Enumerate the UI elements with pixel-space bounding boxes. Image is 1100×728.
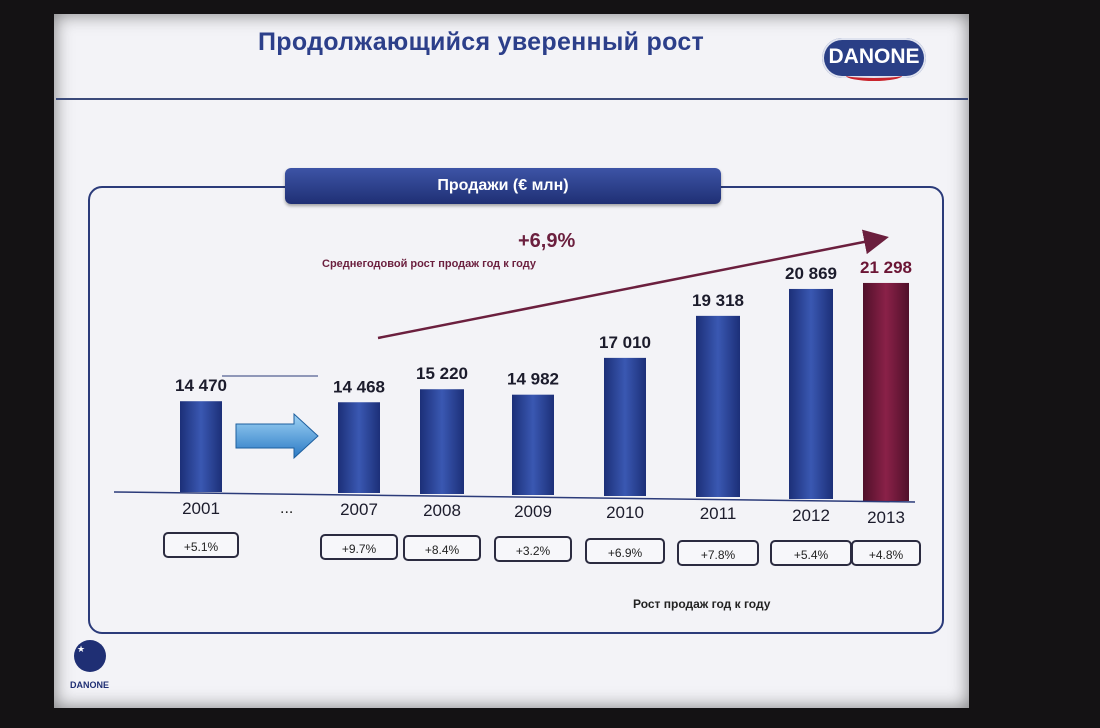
value-label-2001: 14 470: [175, 376, 227, 395]
corner-logo-text: DANONE: [70, 680, 110, 690]
x-axis-baseline: [113, 491, 916, 503]
trend-arrow: [377, 229, 889, 340]
danone-emblem-icon: ★: [74, 640, 106, 672]
x-tick-2009: 2009: [514, 502, 552, 521]
growth-badge-2001: +5.1%: [163, 532, 239, 558]
growth-badge-2012: +5.4%: [770, 540, 852, 566]
growth-badge-2007: +9.7%: [320, 534, 398, 560]
growth-badge-2013: +4.8%: [851, 540, 921, 566]
right-arrow-icon: [235, 412, 319, 460]
value-label-2013: 21 298: [860, 258, 912, 277]
bar-2007: [338, 402, 380, 493]
x-tick-2013: 2013: [867, 508, 905, 527]
bar-2001: [180, 401, 222, 492]
bar-2009: [512, 394, 554, 495]
chart-title: Продажи (€ млн): [285, 168, 721, 204]
bar-2013: [863, 282, 909, 501]
value-label-2012: 20 869: [785, 264, 837, 283]
growth-badge-2010: +6.9%: [585, 538, 665, 564]
growth-badge-2011: +7.8%: [677, 540, 759, 566]
title-divider: [56, 98, 968, 100]
x-tick-2010: 2010: [606, 503, 644, 522]
value-label-2007: 14 468: [333, 377, 385, 396]
value-label-2009: 14 982: [507, 370, 559, 389]
average-growth-caption: Среднегодовой рост продаж год к году: [322, 258, 536, 270]
logo-swoosh-icon: [846, 70, 902, 81]
growth-badge-2008: +8.4%: [403, 535, 481, 561]
x-tick-2011: 2011: [700, 504, 737, 523]
bar-2010: [604, 357, 646, 496]
years-ellipsis: ...: [280, 500, 294, 517]
bar-2012: [789, 288, 833, 499]
x-tick-2001: 2001: [182, 499, 220, 518]
value-label-2011: 19 318: [692, 291, 744, 310]
growth-badge-2009: +3.2%: [494, 536, 572, 562]
yoy-growth-caption: Рост продаж год к году: [633, 597, 771, 611]
bar-2008: [420, 389, 464, 494]
page-title: Продолжающийся уверенный рост: [258, 28, 705, 56]
value-label-2008: 15 220: [416, 364, 468, 383]
value-label-2010: 17 010: [599, 333, 651, 352]
x-tick-2012: 2012: [792, 506, 830, 525]
x-tick-2007: 2007: [340, 500, 378, 519]
danone-logo: DANONE: [822, 38, 926, 78]
x-tick-2008: 2008: [423, 501, 461, 520]
average-growth-rate: +6,9%: [518, 230, 576, 252]
bar-2011: [696, 315, 740, 497]
corner-logo: ★ DANONE: [70, 640, 110, 690]
